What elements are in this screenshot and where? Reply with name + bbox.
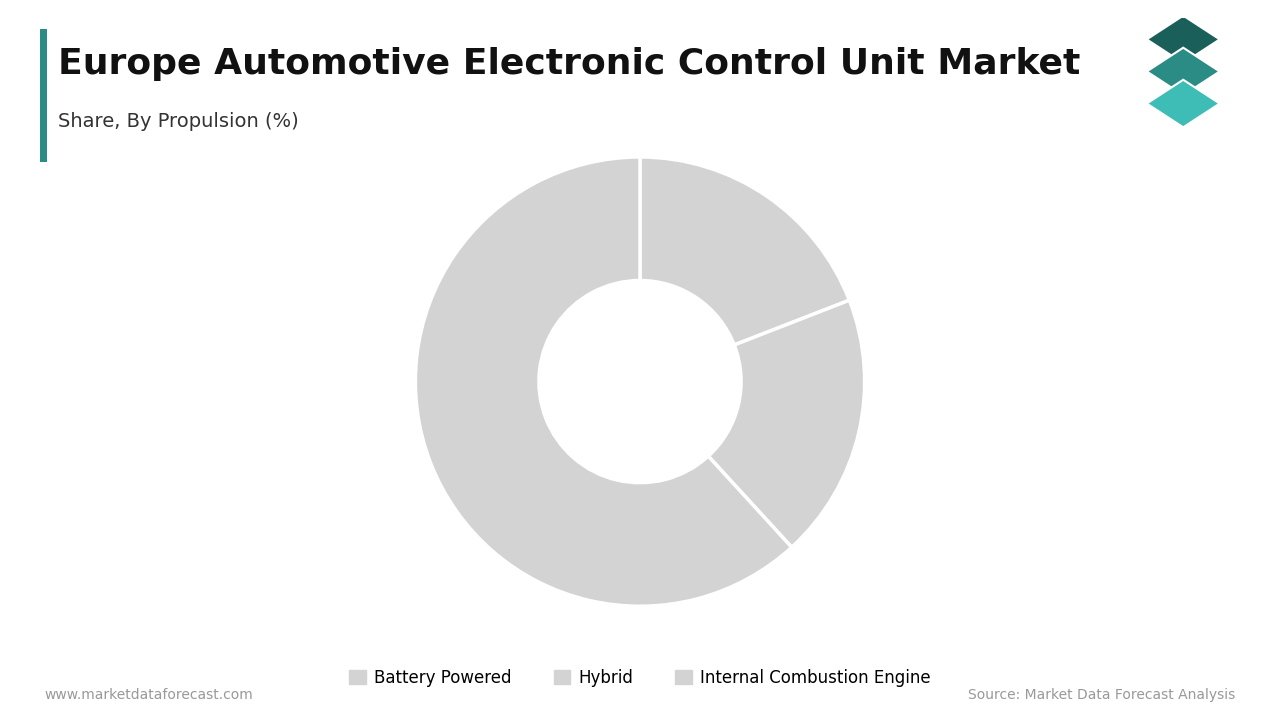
Polygon shape: [1147, 16, 1220, 63]
Wedge shape: [416, 157, 792, 606]
Polygon shape: [1147, 48, 1220, 95]
Text: Europe Automotive Electronic Control Unit Market: Europe Automotive Electronic Control Uni…: [58, 47, 1080, 81]
Wedge shape: [708, 300, 864, 547]
Text: Share, By Propulsion (%): Share, By Propulsion (%): [58, 112, 298, 130]
Text: Source: Market Data Forecast Analysis: Source: Market Data Forecast Analysis: [968, 688, 1235, 702]
Wedge shape: [640, 157, 850, 345]
Text: www.marketdataforecast.com: www.marketdataforecast.com: [45, 688, 253, 702]
Legend: Battery Powered, Hybrid, Internal Combustion Engine: Battery Powered, Hybrid, Internal Combus…: [343, 662, 937, 693]
Polygon shape: [1147, 80, 1220, 127]
